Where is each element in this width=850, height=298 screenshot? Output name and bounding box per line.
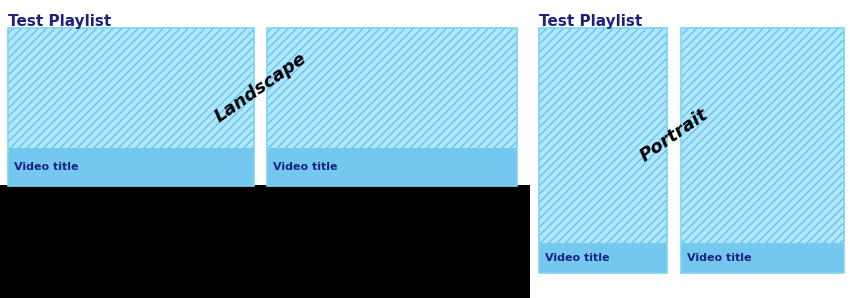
Bar <box>539 28 667 243</box>
Bar <box>539 243 667 273</box>
Text: Video title: Video title <box>273 162 337 172</box>
Text: Video title: Video title <box>14 162 78 172</box>
Text: Video title: Video title <box>687 253 751 263</box>
Bar <box>267 28 517 186</box>
Text: Test Playlist: Test Playlist <box>8 14 111 29</box>
Bar <box>8 28 254 186</box>
Text: Portrait: Portrait <box>637 105 711 165</box>
Bar <box>539 28 667 273</box>
Bar <box>681 243 844 273</box>
Bar <box>0 185 530 298</box>
Bar <box>8 28 254 186</box>
Bar <box>8 28 254 148</box>
Bar <box>267 28 517 186</box>
Bar <box>267 28 517 148</box>
Text: Test Playlist: Test Playlist <box>539 14 643 29</box>
Bar <box>681 28 844 243</box>
Bar <box>267 148 517 186</box>
Bar <box>681 28 844 273</box>
Text: Video title: Video title <box>545 253 609 263</box>
Bar <box>8 148 254 186</box>
Text: Landscape: Landscape <box>211 50 310 126</box>
Bar <box>681 28 844 273</box>
Bar <box>539 28 667 273</box>
